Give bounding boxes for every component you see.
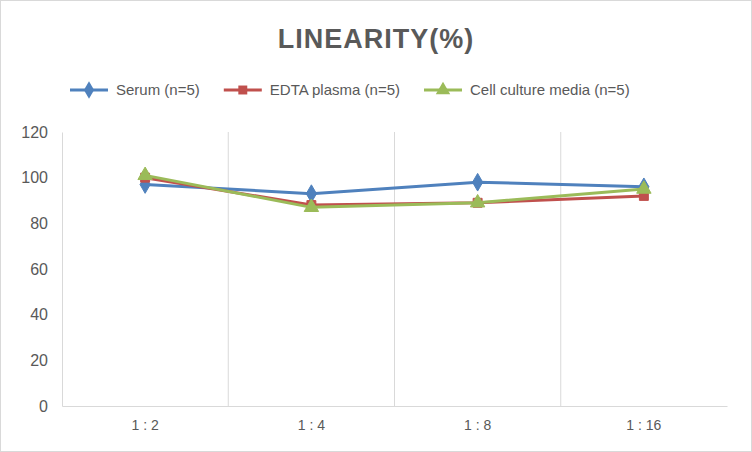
title: LINEARITY(%) bbox=[278, 24, 475, 54]
legend-marker bbox=[238, 86, 247, 95]
series-line bbox=[145, 175, 644, 207]
series-line bbox=[145, 178, 644, 205]
y-tick-label: 40 bbox=[30, 306, 48, 323]
x-tick-label: 1 : 2 bbox=[132, 417, 159, 433]
y-tick: 100 bbox=[21, 169, 62, 186]
x-tick-label: 1 : 4 bbox=[298, 417, 325, 433]
x-axis: 1 : 2 1 : 4 1 : 8 1 : 16 bbox=[63, 406, 728, 433]
grid-line bbox=[394, 132, 395, 406]
series-marker bbox=[304, 199, 318, 211]
x-tick: 1 : 2 bbox=[132, 406, 159, 433]
y-tick-label: 80 bbox=[30, 215, 48, 232]
x-tick: 1 : 8 bbox=[464, 406, 491, 433]
plot: 0 20 40 60 80 100 120 1 : 2 1 : 4 1 : 8 1 : 16 bbox=[21, 124, 727, 433]
y-tick: 40 bbox=[30, 306, 62, 323]
y-tick-label: 20 bbox=[30, 352, 48, 369]
x-tick: 1 : 4 bbox=[298, 406, 325, 433]
legend-item: Cell culture media (n=5) bbox=[424, 81, 630, 98]
x-tick-label: 1 : 16 bbox=[626, 417, 661, 433]
series-group bbox=[138, 167, 651, 211]
legend-marker bbox=[436, 82, 450, 94]
x-axis-line bbox=[63, 406, 728, 407]
y-axis: 0 20 40 60 80 100 120 bbox=[21, 124, 62, 415]
y-tick: 80 bbox=[30, 215, 62, 232]
grid bbox=[228, 132, 561, 406]
y-tick-label: 60 bbox=[30, 261, 48, 278]
y-tick: 20 bbox=[30, 352, 62, 369]
series-line bbox=[145, 182, 644, 193]
y-tick: 60 bbox=[30, 261, 62, 278]
y-tick: 120 bbox=[21, 124, 62, 141]
legend-item: EDTA plasma (n=5) bbox=[224, 81, 400, 98]
series-marker bbox=[470, 194, 484, 206]
legend-item: Serum (n=5) bbox=[70, 81, 200, 99]
y-tick-label: 100 bbox=[21, 169, 48, 186]
grid-line bbox=[560, 132, 561, 406]
series-marker bbox=[637, 181, 651, 193]
legend: Serum (n=5) EDTA plasma (n=5) Cell culture… bbox=[70, 81, 630, 99]
grid-line bbox=[228, 132, 229, 406]
background bbox=[1, 1, 752, 452]
y-tick-label: 120 bbox=[21, 124, 48, 141]
x-tick: 1 : 16 bbox=[626, 406, 661, 433]
series-marker bbox=[138, 167, 152, 179]
chart: LINEARITY(%)0204060801001201 : 21 : 41 :… bbox=[0, 0, 752, 452]
legend-label: Serum (n=5) bbox=[116, 81, 200, 98]
y-tick: 0 bbox=[39, 398, 62, 415]
series-marker bbox=[473, 173, 483, 191]
legend-label: EDTA plasma (n=5) bbox=[270, 81, 400, 98]
legend-label: Cell culture media (n=5) bbox=[470, 81, 630, 98]
legend-marker bbox=[84, 81, 94, 99]
y-axis-line bbox=[62, 133, 63, 407]
y-tick-label: 0 bbox=[39, 398, 48, 415]
x-tick-label: 1 : 8 bbox=[464, 417, 491, 433]
